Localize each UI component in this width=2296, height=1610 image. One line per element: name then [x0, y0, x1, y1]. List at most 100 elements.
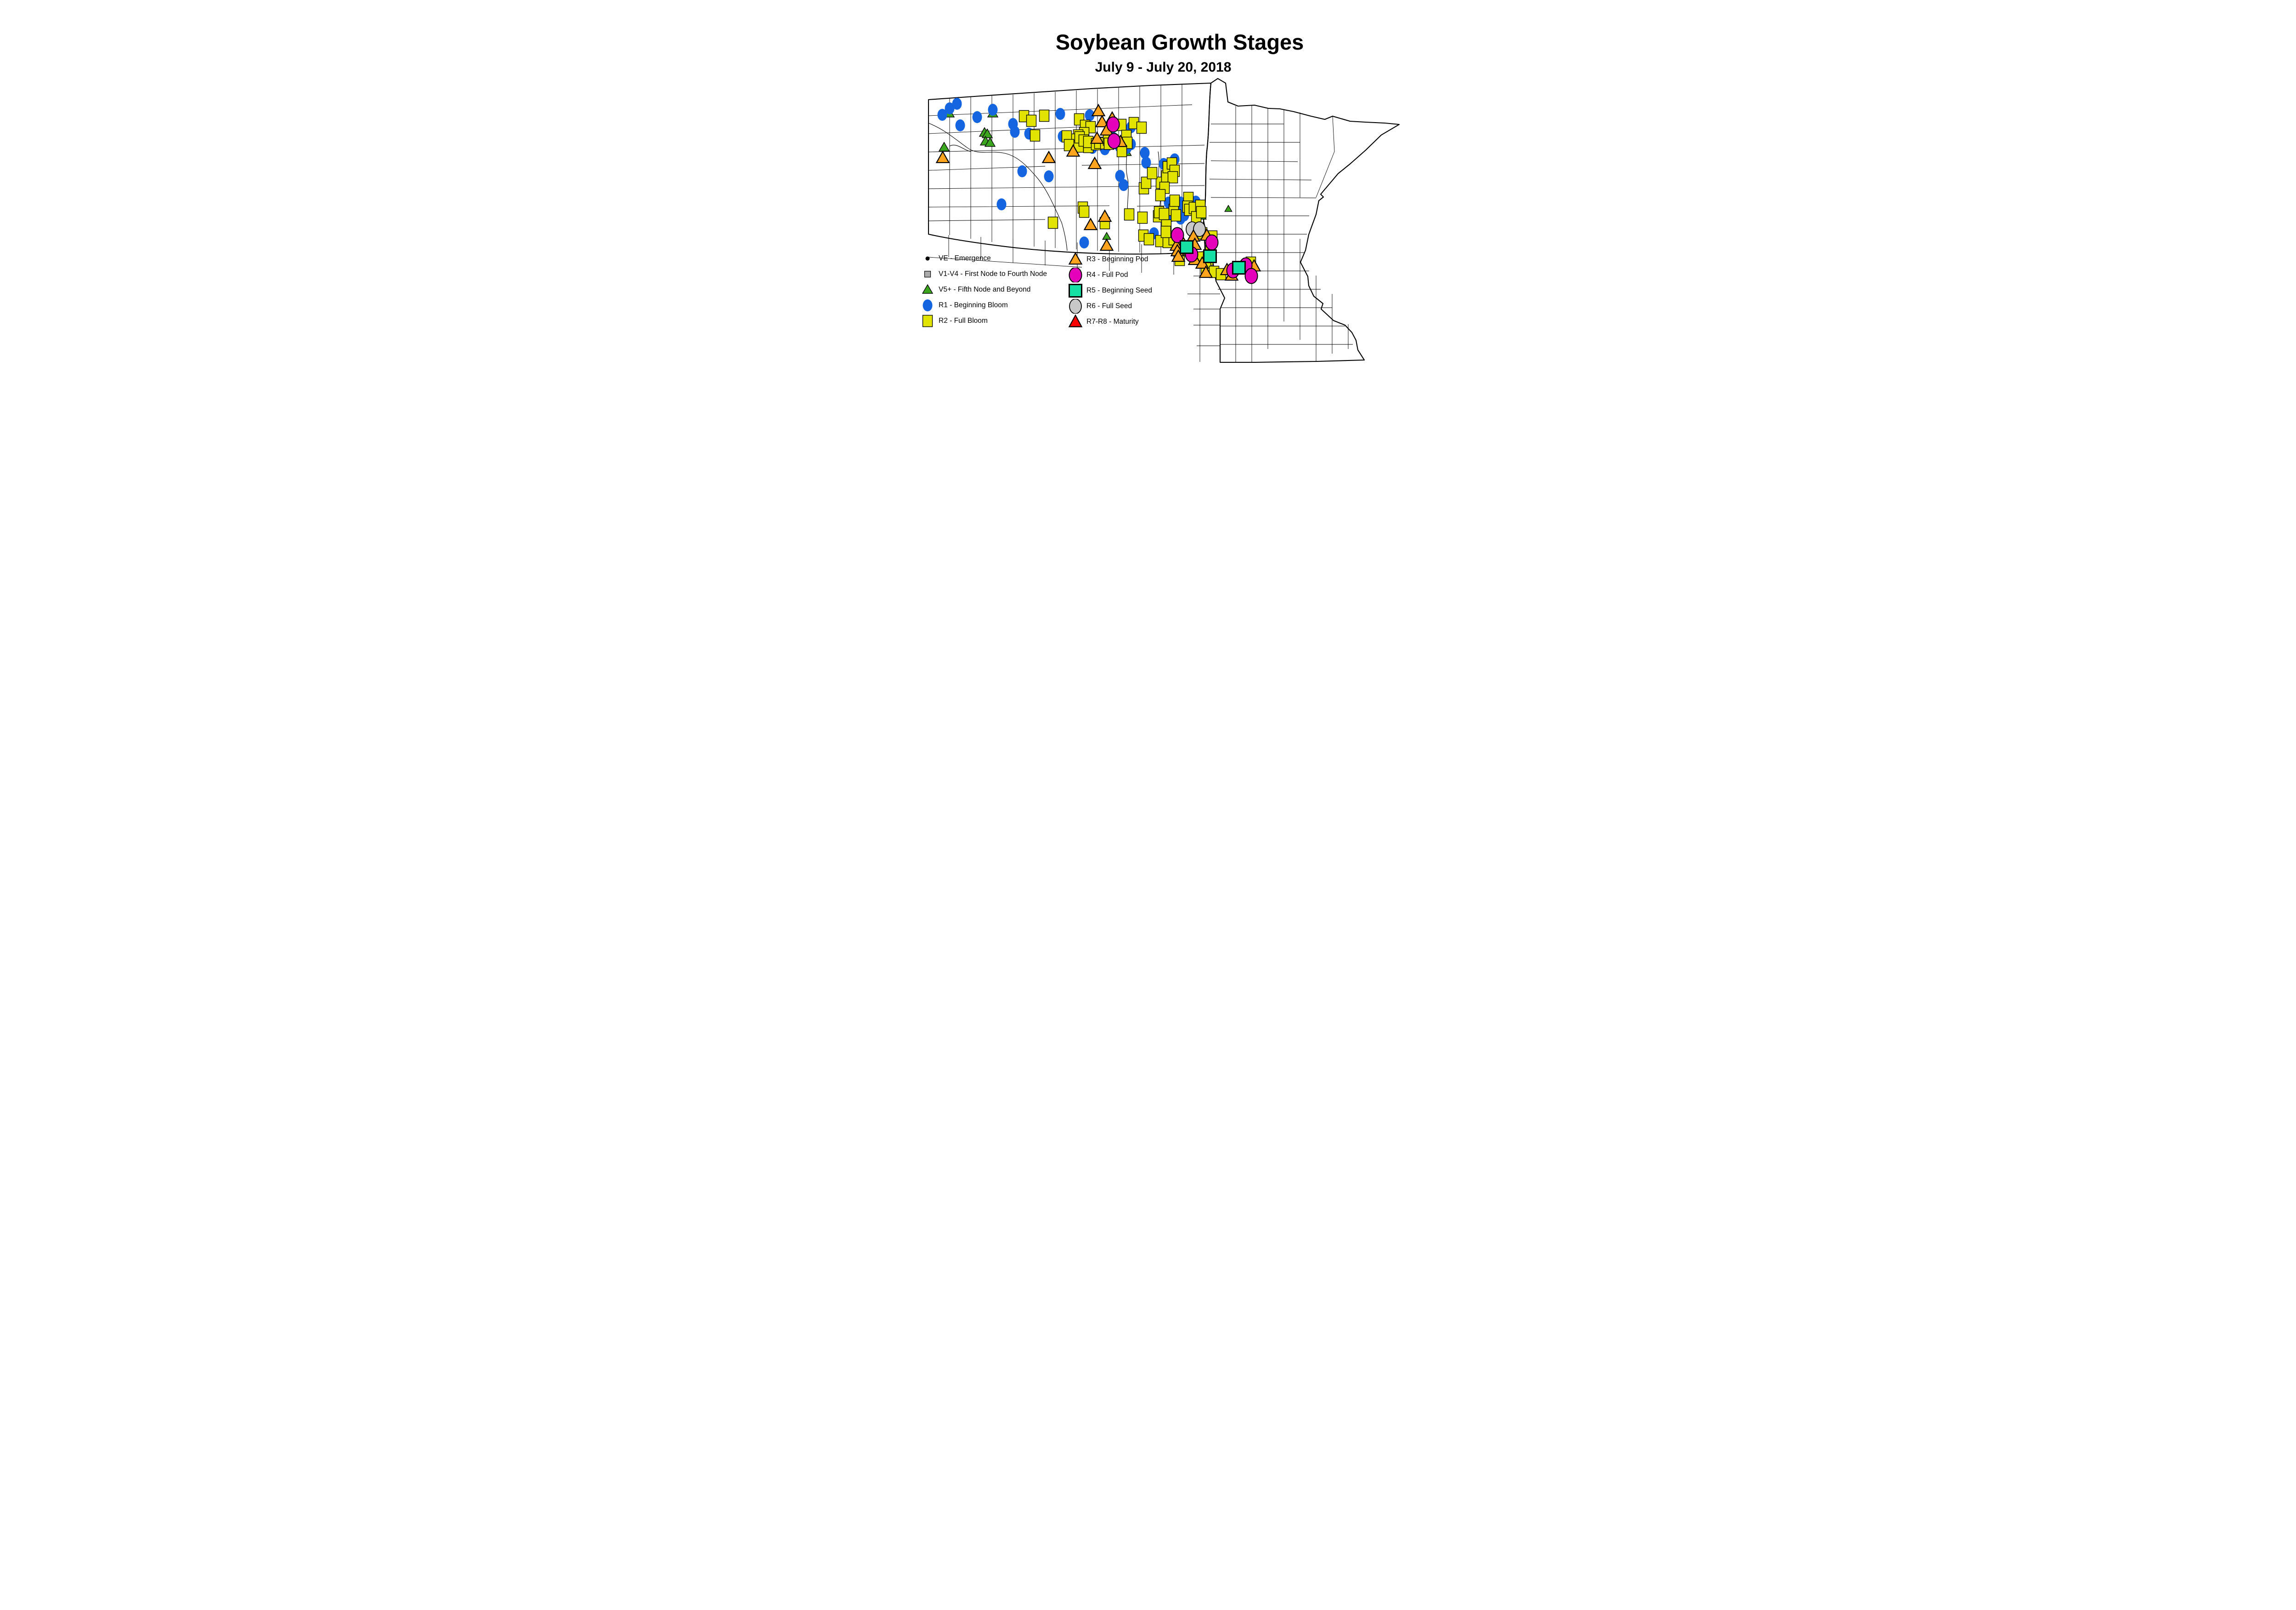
legend-label-v5: V5+ - Fifth Node and Beyond	[939, 286, 1031, 293]
page-title: Soybean Growth Stages	[1055, 30, 1304, 54]
marker-r2	[1137, 211, 1148, 224]
marker-r3	[1087, 156, 1102, 169]
marker-r1	[955, 119, 965, 131]
marker-v5	[981, 128, 993, 138]
r5-square-icon	[1069, 284, 1082, 298]
marker-r2	[1147, 167, 1158, 180]
marker-v5	[938, 141, 950, 152]
marker-r3	[1041, 150, 1056, 163]
marker-r2	[1124, 208, 1135, 221]
marker-r78	[1068, 315, 1083, 327]
legend-label-r3: R3 - Beginning Pod	[1086, 255, 1148, 263]
legend-item-r78: R7-R8 - Maturity	[1068, 314, 1139, 330]
marker-r3	[935, 150, 950, 163]
marker-r5	[1180, 240, 1193, 254]
marker-v5	[984, 137, 996, 147]
marker-r6	[1069, 299, 1082, 314]
marker-ve	[925, 256, 930, 261]
mn-county-lines	[1209, 105, 1353, 362]
marker-r1	[1115, 170, 1125, 182]
marker-v1v4	[924, 270, 931, 278]
marker-r4	[1244, 268, 1258, 284]
marker-r2	[1039, 109, 1050, 122]
marker-r2	[1160, 225, 1171, 238]
marker-r1	[945, 102, 955, 114]
marker-r4	[1171, 227, 1184, 243]
legend-label-ve: VE - Emergence	[939, 254, 991, 262]
legend-item-r3: R3 - Beginning Pod	[1068, 252, 1148, 267]
legend-label-r5: R5 - Beginning Seed	[1086, 287, 1153, 294]
marker-r2	[1169, 194, 1180, 207]
legend-item-r1: R1 - Beginning Bloom	[920, 298, 1008, 313]
marker-r2	[1141, 176, 1152, 189]
marker-r2	[1167, 171, 1178, 184]
marker-r1	[1140, 147, 1150, 159]
marker-r1	[1085, 109, 1095, 121]
marker-r4	[1069, 268, 1082, 282]
marker-r1	[1044, 170, 1054, 182]
legend-item-r5: R5 - Beginning Seed	[1068, 283, 1152, 298]
marker-r2	[1030, 129, 1041, 142]
marker-r4	[1205, 234, 1219, 251]
marker-r1	[937, 109, 947, 121]
r6-circle-icon	[1069, 299, 1082, 314]
marker-r2	[1047, 216, 1058, 229]
page: Soybean Growth Stages July 9 - July 20, …	[788, 0, 1508, 379]
marker-r1	[972, 111, 982, 123]
marker-r3	[1066, 144, 1080, 157]
page-subtitle: July 9 - July 20, 2018	[1095, 60, 1232, 75]
map-nd-mn	[928, 78, 1400, 363]
marker-r1	[1055, 108, 1065, 120]
marker-r3	[1090, 131, 1104, 144]
legend-item-ve: VE - Emergence	[920, 251, 991, 266]
marker-r2	[922, 315, 933, 327]
marker-r2	[1171, 209, 1182, 222]
marker-r3	[1099, 238, 1114, 251]
marker-r2	[1159, 208, 1170, 220]
marker-r2	[1116, 145, 1127, 158]
r1-circle-icon	[923, 299, 933, 311]
marker-r3	[1091, 103, 1106, 117]
growth-stage-markers	[935, 98, 1261, 284]
marker-r1	[1079, 236, 1089, 248]
legend-label-r4: R4 - Full Pod	[1086, 271, 1128, 279]
marker-r3	[1083, 217, 1098, 231]
marker-r1	[923, 299, 933, 311]
marker-r3	[1068, 252, 1083, 265]
r2-square-icon	[922, 315, 933, 327]
r3-triangle-icon	[1068, 252, 1083, 265]
marker-r4	[1107, 133, 1121, 149]
state-outlines	[928, 78, 1400, 363]
legend-item-v5: V5+ - Fifth Node and Beyond	[920, 282, 1030, 298]
legend-label-r78: R7-R8 - Maturity	[1086, 318, 1139, 326]
v1v4-square-icon	[924, 270, 931, 278]
marker-r1	[1017, 165, 1027, 177]
marker-r2	[1079, 205, 1090, 218]
marker-v5	[922, 284, 934, 294]
marker-r3	[1171, 249, 1186, 262]
legend-label-r2: R2 - Full Bloom	[939, 317, 988, 325]
legend-label-r6: R6 - Full Seed	[1086, 302, 1132, 310]
r4-circle-icon	[1069, 268, 1082, 282]
marker-r3	[1095, 114, 1109, 128]
marker-r5	[1203, 249, 1217, 263]
marker-r2	[1026, 114, 1037, 127]
marker-r2	[1136, 121, 1147, 134]
marker-r1	[952, 98, 962, 110]
minnesota-outline	[1203, 78, 1400, 363]
legend-item-r4: R4 - Full Pod	[1068, 267, 1128, 283]
legend-item-r6: R6 - Full Seed	[1068, 298, 1132, 314]
marker-r2	[1196, 206, 1207, 219]
marker-r1	[988, 104, 998, 116]
marker-r3	[1199, 265, 1213, 278]
marker-r1	[1119, 179, 1129, 191]
ve-dot-icon	[925, 256, 930, 261]
legend-label-v1v4: V1-V4 - First Node to Fourth Node	[939, 270, 1047, 278]
r78-triangle-icon	[1068, 315, 1083, 327]
legend-item-v1v4: V1-V4 - First Node to Fourth Node	[920, 266, 1047, 282]
marker-r2	[1155, 189, 1166, 202]
marker-r4	[1106, 116, 1120, 133]
marker-r3	[1097, 209, 1112, 222]
marker-r1	[1141, 157, 1151, 169]
legend-item-r2: R2 - Full Bloom	[920, 313, 988, 329]
